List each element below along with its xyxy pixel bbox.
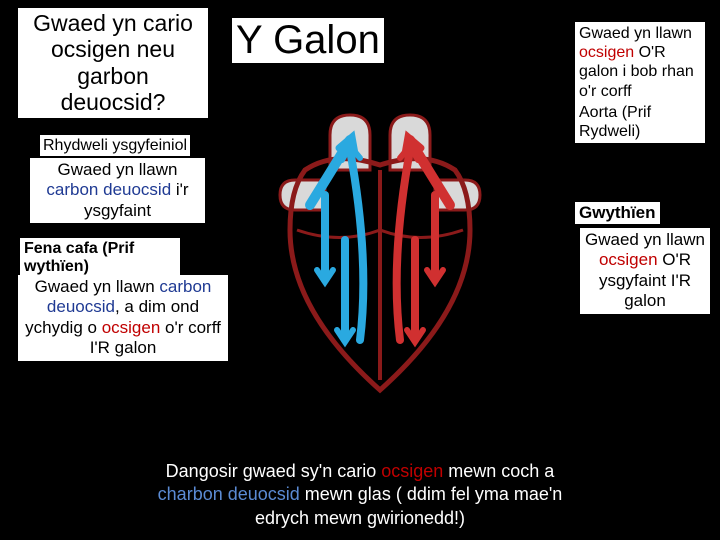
pulmonary-artery-label: Rhydweli ysgyfeiniol <box>40 135 190 156</box>
fb-red: ocsigen <box>102 318 161 337</box>
caption-text: Dangosir gwaed sy'n cario ocsigen mewn c… <box>60 460 660 530</box>
vena-cava-label: Fena cafa (Prif wythïen) <box>20 238 180 277</box>
aorta-box: Gwaed yn llawn ocsigen O'R galon i bob r… <box>575 22 705 143</box>
question-l1: Gwaed yn cario <box>33 10 193 36</box>
question-l2: ocsigen neu <box>51 36 175 62</box>
page-title: Y Galon <box>232 18 384 63</box>
cap-2b: mewn glas ( ddim fel yma mae'n <box>300 484 563 504</box>
fl-red: ocsigen <box>599 250 658 269</box>
vein-label: Gwythïen <box>575 202 660 224</box>
fb-pre: Gwaed yn llawn <box>35 277 160 296</box>
to-lungs-box: Gwaed yn llawn carbon deuocsid i'r ysgyf… <box>30 158 205 223</box>
to-lungs-pre: Gwaed yn llawn <box>57 160 177 179</box>
aorta-label: Aorta (Prif Rydweli) <box>579 103 701 141</box>
cap-2a: charbon deuocsid <box>158 484 300 504</box>
question-box: Gwaed yn cario ocsigen neu garbon deuocs… <box>18 8 208 118</box>
question-l4: deuocsid? <box>61 89 166 115</box>
heart-diagram <box>275 110 485 400</box>
to-lungs-blue: carbon deuocsid <box>46 180 171 199</box>
cap-3: edrych mewn gwirionedd!) <box>255 508 465 528</box>
cap-1b: ocsigen <box>381 461 443 481</box>
vena-cava-text: Fena cafa (Prif wythïen) <box>24 240 134 275</box>
question-l3: garbon <box>77 63 149 89</box>
fl-pre: Gwaed yn llawn <box>585 230 705 249</box>
from-body-box: Gwaed yn llawn carbon deuocsid, a dim on… <box>18 275 228 361</box>
cap-1a: Dangosir gwaed sy'n cario <box>166 461 382 481</box>
cap-1c: mewn coch a <box>443 461 554 481</box>
from-lungs-box: Gwaed yn llawn ocsigen O'R ysgyfaint I'R… <box>580 228 710 314</box>
aorta-pre1: Gwaed yn llawn <box>579 25 692 42</box>
aorta-red: ocsigen <box>579 44 634 61</box>
